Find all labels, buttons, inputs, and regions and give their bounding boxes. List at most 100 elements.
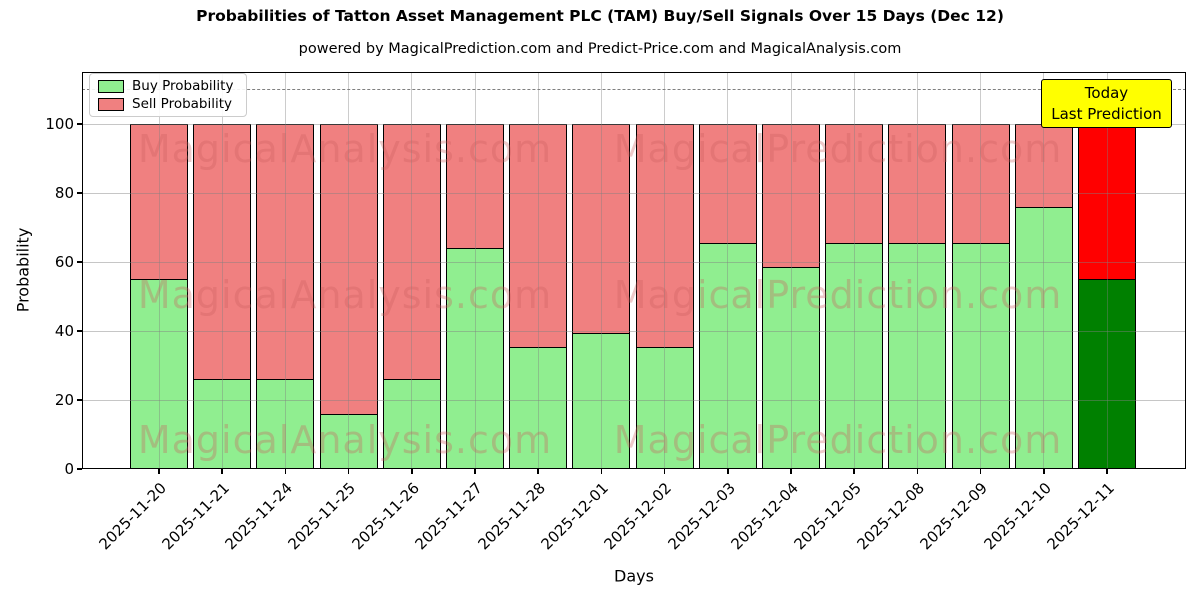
- bar-sell-segment: [1014, 124, 1073, 207]
- bar-buy-segment: [698, 243, 757, 469]
- y-tick-20: [77, 399, 82, 401]
- legend-buy-label: Buy Probability: [132, 78, 234, 94]
- x-tick-11: [853, 469, 855, 474]
- gridline-y-20: [82, 399, 1186, 401]
- bar-sell-segment: [698, 124, 757, 244]
- y-tick-label-60: 60: [54, 253, 74, 271]
- x-tick-14: [1043, 469, 1045, 474]
- y-tick-40: [77, 330, 82, 332]
- y-tick-label-80: 80: [54, 184, 74, 202]
- bar-sell-segment: [256, 124, 315, 380]
- x-tick-2: [284, 469, 287, 474]
- x-tick-3: [347, 469, 350, 474]
- bar-buy-segment: [319, 413, 378, 469]
- gridline-x-6: [537, 72, 539, 469]
- x-axis-label: Days: [614, 566, 654, 586]
- buy-probability-swatch: [98, 79, 124, 93]
- bar-sell-segment: [446, 124, 504, 249]
- bar-buy-segment: [635, 346, 694, 469]
- watermark-prediction-2: MagicalPrediction.com: [613, 418, 1063, 462]
- x-tick-label-8: 2025-12-02: [600, 479, 676, 554]
- bar-buy-segment: [825, 243, 884, 469]
- gridline-y-80: [82, 192, 1186, 194]
- x-tick-1: [221, 469, 223, 474]
- x-tick-0: [158, 469, 160, 474]
- bar-buy-segment: [256, 379, 315, 469]
- watermark-analysis-0: MagicalAnalysis.com: [137, 127, 553, 171]
- watermark-prediction-1: MagicalPrediction.com: [613, 273, 1063, 317]
- y-tick-0: [77, 468, 82, 470]
- y-tick-label-40: 40: [54, 322, 74, 340]
- x-tick-label-9: 2025-12-03: [664, 479, 739, 554]
- x-tick-label-7: 2025-12-01: [537, 479, 613, 554]
- gridline-x-8: [664, 72, 666, 469]
- gridline-x-1: [221, 72, 223, 469]
- bar-sell-segment: [193, 124, 252, 380]
- x-tick-label-10: 2025-12-04: [727, 479, 802, 554]
- y-tick-60: [77, 261, 82, 263]
- x-tick-label-14: 2025-12-10: [980, 479, 1055, 554]
- x-tick-label-4: 2025-11-26: [348, 479, 423, 554]
- gridline-x-13: [980, 72, 982, 469]
- gridline-x-3: [348, 72, 350, 469]
- bar-sell-segment: [825, 124, 884, 244]
- dashed-threshold-line: [82, 88, 1186, 90]
- watermark-analysis-2: MagicalAnalysis.com: [137, 418, 553, 462]
- bar-sell-segment: [382, 124, 441, 380]
- bar-sell-segment: [319, 124, 378, 414]
- bar-buy-segment: [951, 243, 1010, 469]
- watermark-prediction-0: MagicalPrediction.com: [613, 127, 1063, 171]
- legend-item-buy: Buy Probability: [98, 78, 246, 94]
- x-tick-4: [411, 469, 413, 474]
- gridline-y-40: [82, 330, 1186, 332]
- bar-buy-segment: [509, 346, 568, 469]
- bar-sell-segment: [888, 124, 947, 244]
- x-tick-label-13: 2025-12-09: [916, 479, 992, 554]
- y-tick-label-100: 100: [45, 115, 74, 133]
- bar-buy-segment: [888, 243, 947, 469]
- y-tick-label-0: 0: [64, 460, 74, 478]
- x-tick-label-12: 2025-12-08: [853, 479, 929, 554]
- bar-buy-segment: [572, 332, 631, 469]
- x-tick-9: [727, 469, 729, 474]
- bar-sell-segment: [635, 124, 694, 347]
- annotation-line-1: Today: [1084, 83, 1129, 102]
- gridline-x-12: [916, 72, 918, 469]
- gridline-x-14: [1043, 72, 1045, 469]
- legend-sell-label: Sell Probability: [132, 96, 233, 112]
- x-tick-7: [600, 469, 603, 474]
- x-tick-label-1: 2025-11-21: [158, 479, 233, 554]
- chart-title: Probabilities of Tatton Asset Management…: [196, 7, 1004, 25]
- bar-sell-segment: [572, 124, 631, 333]
- gridline-x-7: [600, 72, 602, 469]
- x-tick-label-3: 2025-11-25: [284, 479, 360, 554]
- x-tick-10: [790, 469, 792, 474]
- bar-sell-segment: [951, 124, 1010, 244]
- bar-buy-segment: [1078, 279, 1136, 469]
- x-tick-label-11: 2025-12-05: [790, 479, 865, 554]
- gridline-x-11: [853, 72, 855, 469]
- legend-item-sell: Sell Probability: [98, 96, 246, 112]
- x-tick-label-15: 2025-12-11: [1043, 479, 1118, 554]
- x-tick-8: [663, 469, 666, 474]
- gridline-x-2: [284, 72, 286, 469]
- bar-buy-segment: [1014, 206, 1073, 469]
- x-tick-13: [979, 469, 982, 474]
- gridline-x-10: [790, 72, 792, 469]
- gridline-x-0: [158, 72, 160, 469]
- bar-sell-segment: [762, 124, 820, 268]
- gridline-x-5: [474, 72, 476, 469]
- bar-sell-segment: [509, 124, 568, 347]
- x-tick-6: [537, 469, 539, 474]
- chart-subtitle: powered by MagicalPrediction.com and Pre…: [298, 41, 902, 57]
- bar-buy-segment: [382, 379, 441, 469]
- x-tick-5: [474, 469, 476, 474]
- legend: Buy Probability Sell Probability: [89, 73, 247, 117]
- gridline-y-100: [82, 123, 1186, 125]
- gridline-x-4: [411, 72, 413, 469]
- x-tick-label-2: 2025-11-24: [221, 479, 297, 554]
- x-tick-12: [916, 469, 919, 474]
- gridline-y-60: [82, 261, 1186, 263]
- bar-sell-segment: [130, 124, 188, 280]
